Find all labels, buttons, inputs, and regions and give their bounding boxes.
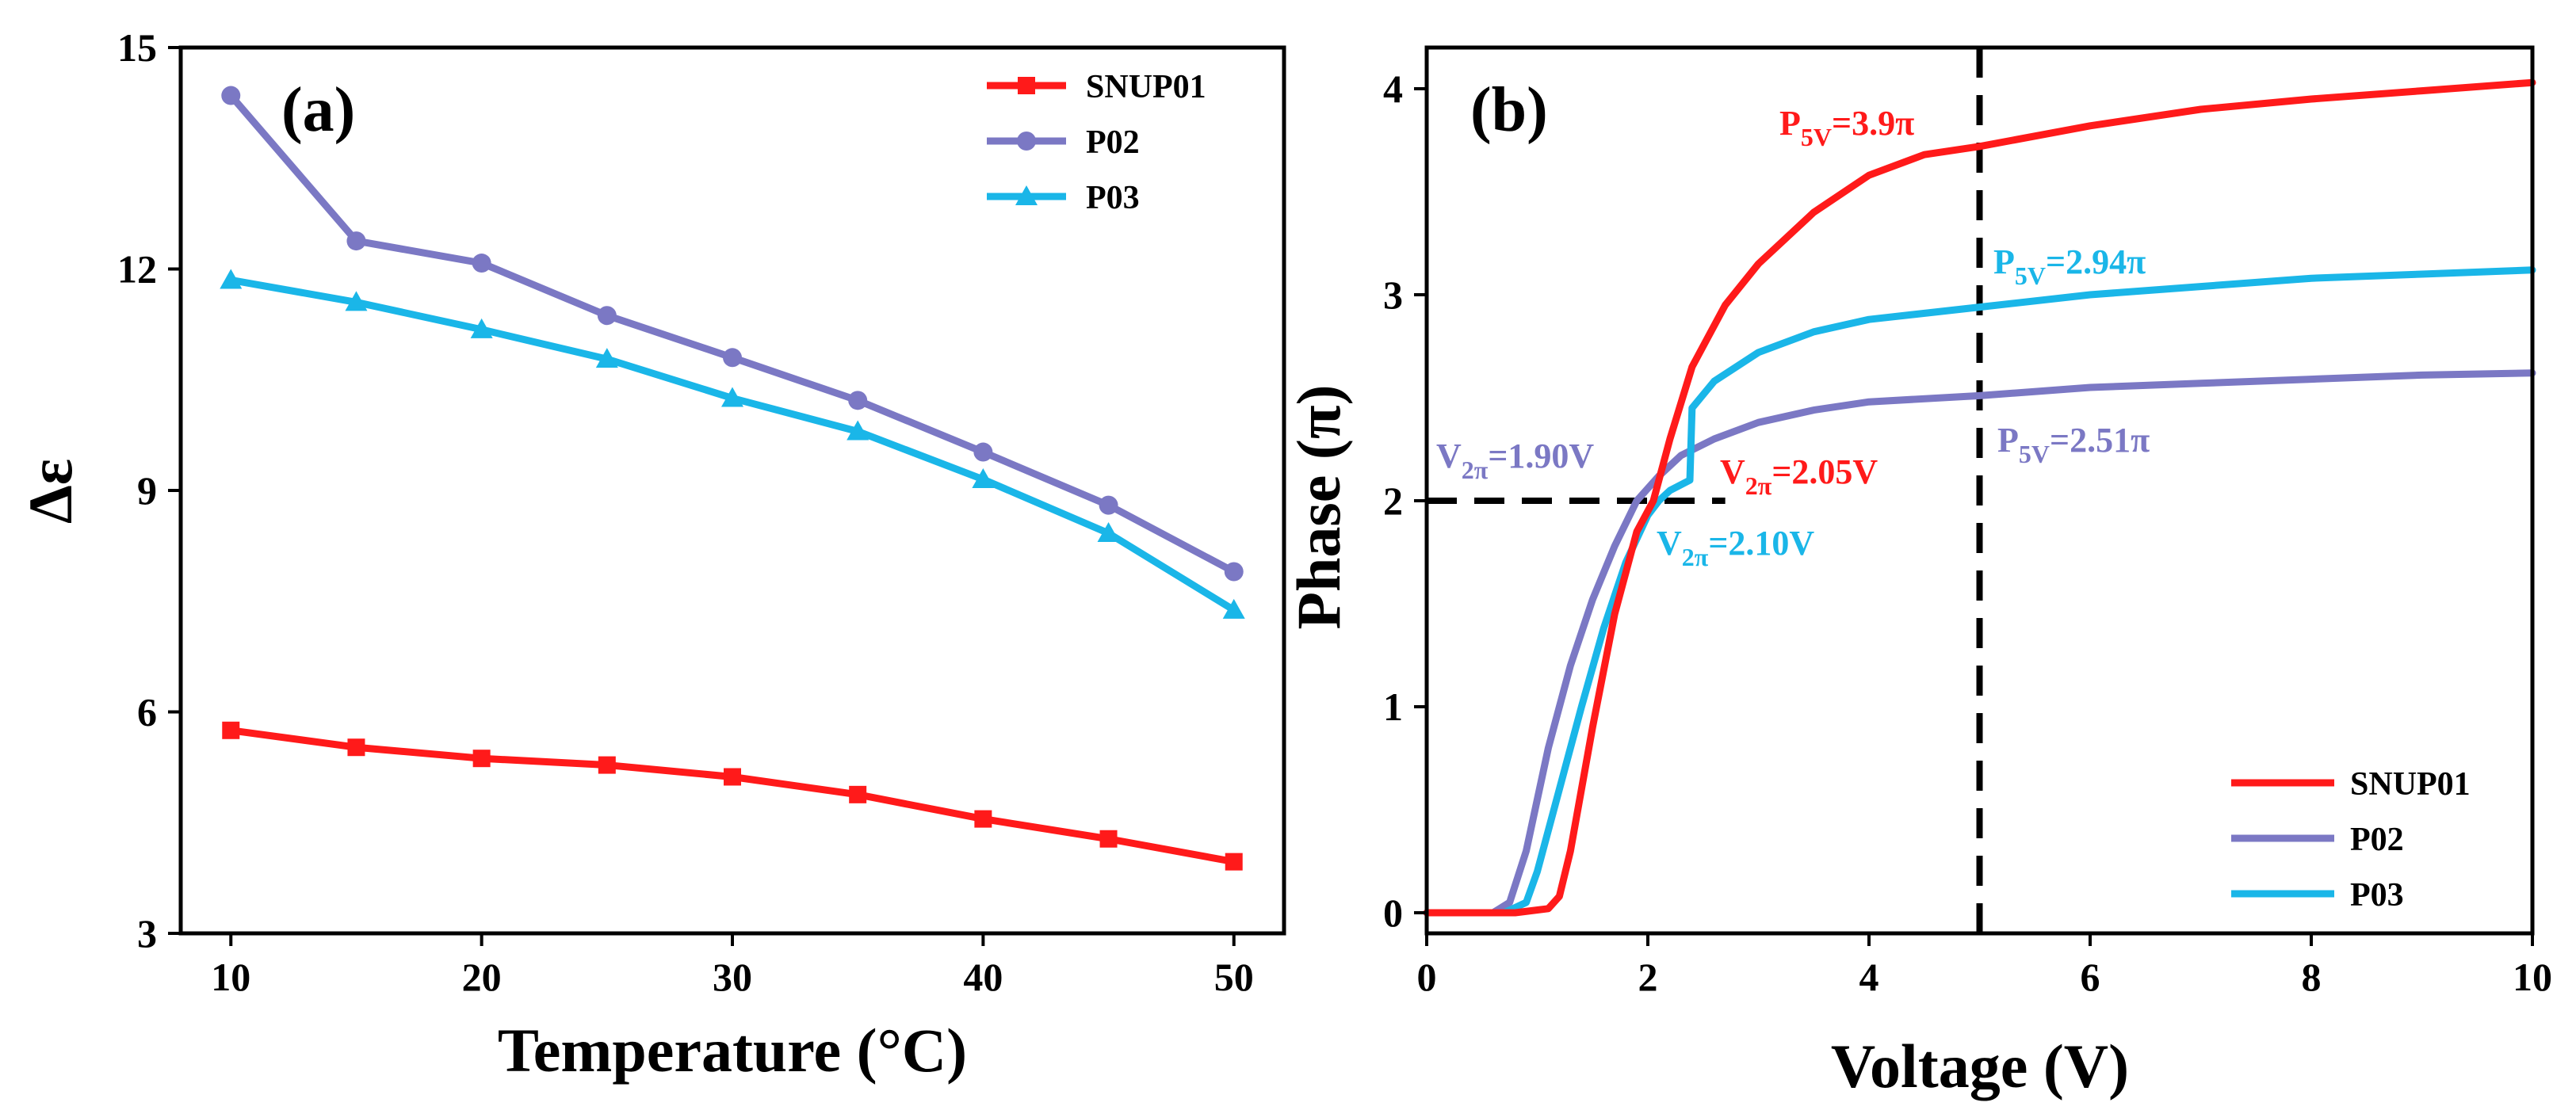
panel-b-label: (b) bbox=[1470, 75, 1548, 145]
panel-b-y-tick-label: 0 bbox=[1383, 891, 1403, 935]
panel-a-y-tick-label: 12 bbox=[117, 247, 157, 292]
panel-a-label: (a) bbox=[281, 75, 355, 145]
annotation-label: P5V=2.94π bbox=[1993, 242, 2146, 290]
panel-b-x-title: Voltage (V) bbox=[1831, 1032, 2129, 1101]
panel-b: 0 2 4 6 8 10 0 1 2 3 4 (b) Voltage (V) Phase (π) P… bbox=[1284, 45, 2552, 1101]
panel-a-x-tick-label: 10 bbox=[211, 955, 250, 999]
panel-b-legend: SNUP01 P02 P03 bbox=[2231, 766, 2471, 914]
data-point-p02 bbox=[346, 231, 366, 251]
data-point-snup01 bbox=[598, 756, 616, 774]
annotation-label: V2π=2.05V bbox=[1720, 452, 1878, 500]
data-point-p03 bbox=[220, 269, 243, 289]
panel-a-y-tick-label: 3 bbox=[137, 911, 157, 956]
panel-b-frame bbox=[1424, 45, 2535, 936]
annotation-label: P5V=2.51π bbox=[1997, 421, 2150, 468]
legend-label-p02: P02 bbox=[2350, 822, 2404, 858]
data-point-p03 bbox=[1222, 598, 1245, 619]
data-point-p02 bbox=[848, 391, 868, 410]
data-point-p03 bbox=[595, 348, 618, 368]
panel-b-x-tick-label: 4 bbox=[1859, 955, 1879, 999]
annotation-label: V2π=2.10V bbox=[1657, 524, 1814, 571]
phase-curve-snup01 bbox=[1423, 78, 2536, 917]
panel-b-y-title: Phase (π) bbox=[1284, 384, 1353, 629]
data-point-snup01 bbox=[347, 738, 365, 757]
panel-b-annotations: P5V=3.9π P5V=2.94π P5V=2.51π V2π=1.90V V2π=2… bbox=[1436, 104, 2150, 571]
panel-a-x-tick-label: 30 bbox=[713, 955, 752, 999]
panel-a-ticks: 10 20 30 40 50 3 6 9 12 15 bbox=[117, 25, 1254, 999]
data-point-snup01 bbox=[974, 810, 992, 828]
series-line-p03 bbox=[227, 276, 1238, 614]
legend-marker-p03 bbox=[1015, 185, 1038, 205]
panel-b-y-tick-label: 2 bbox=[1383, 479, 1403, 523]
data-point-p03 bbox=[847, 420, 869, 441]
panel-b-ticks: 0 2 4 6 8 10 0 1 2 3 4 bbox=[1383, 67, 2552, 999]
data-point-snup01 bbox=[1225, 853, 1243, 871]
data-point-p03 bbox=[1097, 522, 1120, 543]
panel-b-y-tick-label: 1 bbox=[1383, 685, 1403, 729]
panel-a-y-tick-label: 9 bbox=[137, 468, 157, 513]
panel-a-y-title: Δε bbox=[16, 459, 85, 524]
panel-b-x-tick-label: 2 bbox=[1638, 955, 1658, 999]
data-point-p03 bbox=[972, 468, 995, 489]
data-point-p03 bbox=[345, 291, 368, 311]
annotation-label: V2π=1.90V bbox=[1436, 437, 1594, 484]
data-point-p03 bbox=[721, 387, 743, 407]
panel-a-y-tick-label: 6 bbox=[137, 690, 157, 734]
panel-a-x-tick-label: 40 bbox=[963, 955, 1003, 999]
data-point-p02 bbox=[723, 348, 742, 368]
panel-a: 10 20 30 40 50 3 6 9 12 15 (a) Temperature (°C) Δ… bbox=[16, 25, 1286, 1085]
panel-b-x-tick-label: 10 bbox=[2513, 955, 2552, 999]
legend-label-p03: P03 bbox=[2350, 877, 2404, 914]
panel-a-x-tick-label: 50 bbox=[1214, 955, 1254, 999]
panel-b-x-tick-label: 8 bbox=[2302, 955, 2322, 999]
legend-label-snup01: SNUP01 bbox=[1086, 69, 1206, 105]
panel-a-plot-area bbox=[220, 86, 1245, 871]
legend-marker-p02 bbox=[1017, 132, 1036, 151]
data-point-p02 bbox=[472, 254, 491, 273]
data-point-snup01 bbox=[1099, 830, 1118, 848]
annotation-label: P5V=3.9π bbox=[1779, 104, 1914, 151]
panel-b-y-tick-label: 3 bbox=[1383, 273, 1403, 317]
data-point-p03 bbox=[470, 318, 493, 338]
data-point-snup01 bbox=[472, 750, 491, 768]
panel-b-x-tick-label: 6 bbox=[2081, 955, 2100, 999]
panel-a-legend: SNUP01 P02 P03 bbox=[987, 69, 1206, 216]
series-line-snup01 bbox=[227, 727, 1238, 866]
data-point-snup01 bbox=[849, 785, 867, 803]
panel-b-y-tick-label: 4 bbox=[1383, 67, 1403, 111]
phase-curve-p02 bbox=[1423, 369, 2536, 917]
panel-b-plot-area bbox=[1423, 48, 2536, 933]
data-point-p02 bbox=[1224, 562, 1244, 582]
panel-b-x-tick-label: 0 bbox=[1417, 955, 1437, 999]
legend-label-p02: P02 bbox=[1086, 124, 1140, 161]
data-point-p02 bbox=[973, 442, 993, 462]
data-point-p02 bbox=[1099, 495, 1118, 515]
legend-marker-snup01 bbox=[1018, 77, 1035, 94]
phase-curve-p03 bbox=[1423, 266, 2536, 917]
legend-label-snup01: SNUP01 bbox=[2350, 766, 2471, 803]
data-point-snup01 bbox=[724, 768, 741, 786]
panel-a-x-tick-label: 20 bbox=[462, 955, 502, 999]
panel-a-y-tick-label: 15 bbox=[117, 25, 157, 70]
panel-a-x-title: Temperature (°C) bbox=[498, 1016, 967, 1085]
series-line-p02 bbox=[227, 92, 1238, 575]
data-point-p02 bbox=[221, 86, 241, 105]
legend-label-p03: P03 bbox=[1086, 180, 1140, 216]
data-point-p02 bbox=[597, 306, 617, 326]
data-point-snup01 bbox=[222, 721, 240, 739]
